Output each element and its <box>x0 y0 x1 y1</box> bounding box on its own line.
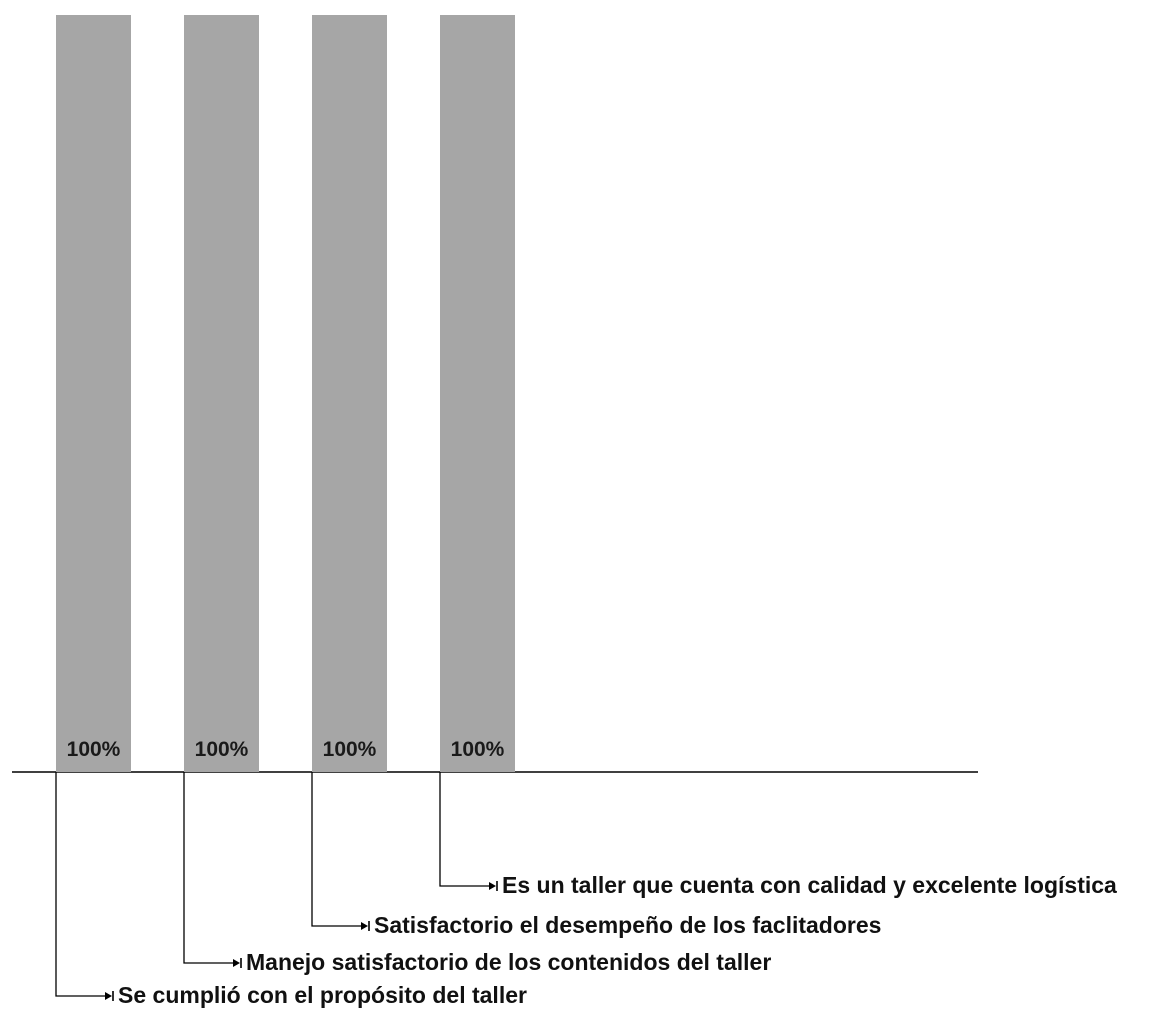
bar-4 <box>440 15 515 772</box>
bars-layer <box>56 15 515 772</box>
leader-line-2 <box>183 772 235 964</box>
bar-3 <box>312 15 387 772</box>
value-label-1: 100% <box>67 738 121 761</box>
leader-line-1 <box>55 772 107 997</box>
category-labels-layer: Se cumplió con el propósito del taller Ma… <box>118 872 1117 1008</box>
bar-1 <box>56 15 131 772</box>
value-label-3: 100% <box>323 738 377 761</box>
arrow-head-icon <box>233 959 240 967</box>
category-label-4: Es un taller que cuenta con calidad y ex… <box>502 872 1117 898</box>
value-label-4: 100% <box>451 738 505 761</box>
category-label-3: Satisfactorio el desempeño de los faclit… <box>374 912 881 938</box>
value-label-2: 100% <box>195 738 249 761</box>
leader-line-3 <box>311 772 363 927</box>
leader-line-4 <box>439 772 491 887</box>
value-labels-layer: 100% 100% 100% 100% <box>67 738 505 761</box>
leaders-layer <box>55 772 498 1001</box>
arrow-head-icon <box>105 992 112 1000</box>
arrow-head-icon <box>489 882 496 890</box>
category-label-1: Se cumplió con el propósito del taller <box>118 982 527 1008</box>
bar-2 <box>184 15 259 772</box>
category-label-2: Manejo satisfactorio de los contenidos d… <box>246 949 771 975</box>
arrow-head-icon <box>361 922 368 930</box>
